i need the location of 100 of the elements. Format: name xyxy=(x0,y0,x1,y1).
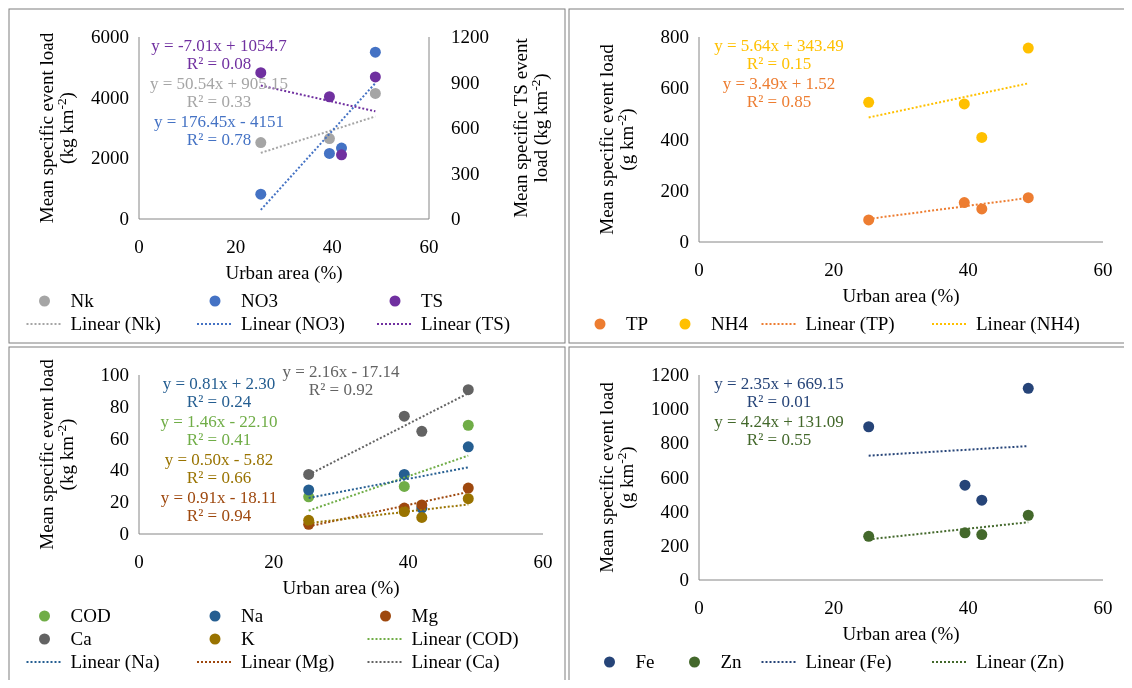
point xyxy=(255,188,267,200)
x-tick-label: 60 xyxy=(1093,597,1113,618)
y2-tick-label: 600 xyxy=(451,117,480,138)
annotation: y = 0.81x + 2.30 R² = 0.24 xyxy=(162,374,276,411)
point xyxy=(336,149,348,161)
point xyxy=(976,203,988,215)
y-tick-label: 200 xyxy=(660,534,689,556)
x-tick-label: 20 xyxy=(226,236,246,257)
legend-label: Linear (Mg) xyxy=(241,651,335,673)
x-tick-label: 60 xyxy=(533,551,553,572)
x-tick-label: 0 xyxy=(694,259,704,280)
annotation: y = 5.64x + 343.49 R² = 0.15 xyxy=(714,36,844,73)
legend-label: Linear (COD) xyxy=(411,628,519,650)
point xyxy=(1022,382,1034,394)
y2-tick-label: 1200 xyxy=(451,26,489,47)
point xyxy=(416,425,428,437)
y2-tick-label: 900 xyxy=(451,71,480,93)
y-tick-label: 600 xyxy=(660,466,689,488)
point xyxy=(462,384,474,396)
legend-label: Zn xyxy=(720,651,743,672)
point xyxy=(958,98,970,110)
y-tick-label: 800 xyxy=(660,432,689,454)
point xyxy=(462,482,474,494)
legend-label: Fe xyxy=(635,651,655,672)
y-tick-label: 1200 xyxy=(651,364,689,385)
legend-label: Nk xyxy=(70,290,95,311)
x-tick-label: 20 xyxy=(264,551,284,572)
y-tick-label: 0 xyxy=(679,569,689,590)
x-tick-label: 20 xyxy=(824,259,844,280)
point xyxy=(1022,509,1034,521)
legend-label: NH4 xyxy=(711,313,749,334)
point xyxy=(398,480,410,492)
legend-label: Na xyxy=(241,605,264,626)
annotation: y = 0.50x - 5.82 R² = 0.66 xyxy=(164,450,274,487)
y-tick-label: 6000 xyxy=(91,26,129,47)
y-tick-label: 800 xyxy=(660,26,689,47)
y-tick-label: 400 xyxy=(660,128,689,150)
x-tick-label: 40 xyxy=(398,551,418,572)
point xyxy=(1022,192,1034,204)
point xyxy=(303,484,315,496)
legend-label: Linear (TP) xyxy=(805,313,895,335)
x-tick-label: 40 xyxy=(322,236,342,257)
x-axis-title: Urban area (%) xyxy=(842,285,960,307)
y-tick-label: 0 xyxy=(119,523,129,544)
point xyxy=(323,91,335,103)
y-tick-label: 2000 xyxy=(91,147,129,169)
legend-label: Linear (Na) xyxy=(70,651,160,673)
y2-tick-label: 0 xyxy=(451,208,461,229)
legend-label: TP xyxy=(626,313,649,334)
x-axis-title: Urban area (%) xyxy=(282,577,400,599)
y-tick-label: 200 xyxy=(660,179,689,201)
y-tick-label: 1000 xyxy=(651,398,689,420)
point xyxy=(976,131,988,143)
point xyxy=(976,529,988,541)
point xyxy=(863,421,875,433)
annotation: y = 2.16x - 17.14 R² = 0.92 xyxy=(282,362,401,399)
y-tick-label: 40 xyxy=(110,459,129,481)
y-tick-label: 80 xyxy=(110,395,129,417)
x-tick-label: 40 xyxy=(958,259,978,280)
point xyxy=(323,133,335,145)
annotation: y = 50.54x + 905.15 R² = 0.33 xyxy=(149,74,289,111)
point xyxy=(958,197,970,209)
legend-label: Linear (Ca) xyxy=(411,651,500,673)
x-tick-label: 0 xyxy=(694,597,704,618)
y-tick-label: 100 xyxy=(100,364,129,385)
y2-tick-label: 300 xyxy=(451,162,480,184)
legend-label: NO3 xyxy=(241,290,278,311)
point xyxy=(303,514,315,526)
point xyxy=(1022,42,1034,54)
legend-label: Linear (Zn) xyxy=(976,651,1065,673)
x-tick-label: 0 xyxy=(134,236,144,257)
legend-label: TS xyxy=(421,290,444,311)
annotation: y = 4.24x + 131.09 R² = 0.55 xyxy=(714,412,844,449)
point xyxy=(863,214,875,226)
point xyxy=(369,87,381,99)
y-tick-label: 400 xyxy=(660,500,689,522)
y-tick-label: 60 xyxy=(110,427,129,449)
x-tick-label: 20 xyxy=(824,597,844,618)
point xyxy=(462,441,474,453)
legend-label: Linear (NO3) xyxy=(241,313,345,335)
legend-label: Linear (TS) xyxy=(421,313,511,335)
annotation: y = -7.01x + 1054.7 R² = 0.08 xyxy=(151,36,288,73)
point xyxy=(369,46,381,58)
x-tick-label: 60 xyxy=(1093,259,1113,280)
x-axis-title: Urban area (%) xyxy=(842,623,960,645)
legend-label: Linear (Nk) xyxy=(70,313,161,335)
legend-label: COD xyxy=(70,605,111,626)
annotation: y = 2.35x + 669.15 R² = 0.01 xyxy=(714,374,844,411)
x-tick-label: 0 xyxy=(134,551,144,572)
legend-label: Mg xyxy=(411,605,439,626)
y-tick-label: 20 xyxy=(110,491,129,513)
point xyxy=(369,71,381,83)
point xyxy=(416,511,428,523)
point xyxy=(255,137,267,149)
legend-label: Ca xyxy=(70,628,93,649)
annotation: y = 3.49x + 1.52 R² = 0.85 xyxy=(722,74,836,111)
point xyxy=(398,410,410,422)
y-tick-label: 4000 xyxy=(91,86,129,108)
y-tick-label: 0 xyxy=(119,208,129,229)
legend-label: K xyxy=(241,628,255,649)
